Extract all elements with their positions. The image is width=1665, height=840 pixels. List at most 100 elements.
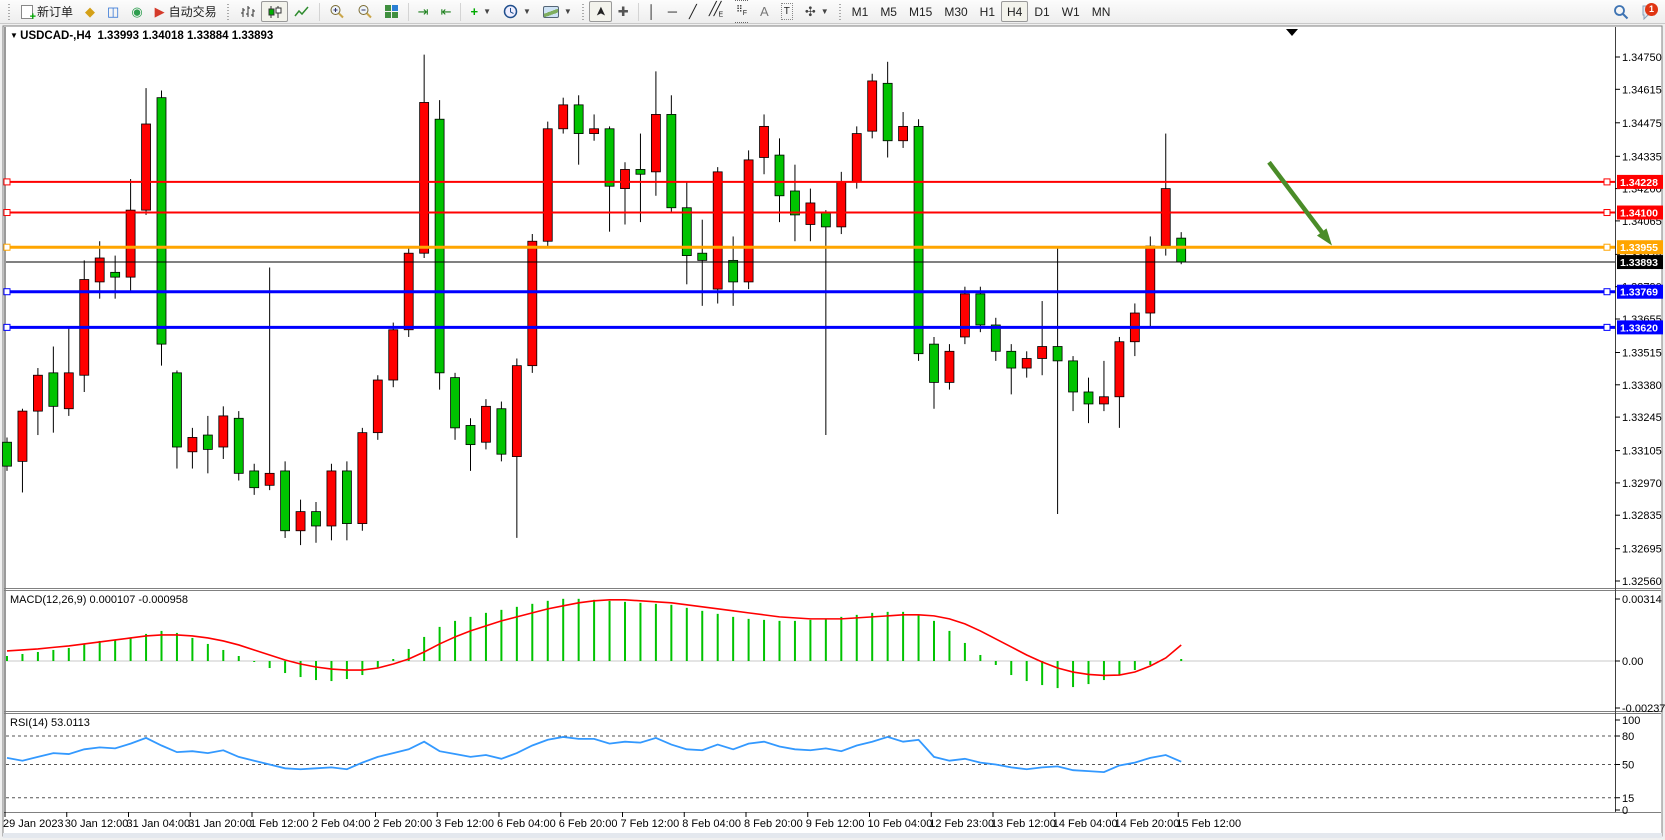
- vline-tool-button[interactable]: │: [642, 1, 662, 22]
- autotrade-icon: ▶: [154, 4, 165, 19]
- candle: [651, 114, 661, 173]
- rsi-axis-label: 0: [1622, 805, 1628, 817]
- candle: [511, 365, 522, 457]
- search-button[interactable]: [1607, 1, 1635, 22]
- candle: [33, 374, 43, 412]
- cursor-tool-button[interactable]: ➤: [588, 1, 612, 22]
- scroll-marker-icon[interactable]: [1286, 29, 1298, 36]
- chevron-down-icon: ▼: [523, 7, 531, 16]
- tf-m5-button[interactable]: M5: [880, 4, 897, 19]
- candle: [110, 271, 121, 278]
- line-anchor-handle[interactable]: [3, 243, 11, 251]
- time-axis-label: 30 Jan 12:00: [65, 818, 129, 830]
- time-axis-label: 7 Feb 12:00: [621, 818, 680, 830]
- chevron-down-icon: ▼: [563, 7, 572, 16]
- tf-mn-button[interactable]: MN: [1091, 4, 1111, 19]
- zoom-in-icon: [330, 5, 344, 19]
- fibonacci-tool-button[interactable]: ⠿F: [729, 0, 754, 23]
- macd-axis-label: -0.002376: [1622, 703, 1665, 715]
- price-level-tag: [1617, 240, 1663, 255]
- templates-button[interactable]: ▼: [537, 1, 578, 22]
- arrows-tool-button[interactable]: ✣ ▼: [799, 1, 835, 22]
- candle: [1083, 391, 1094, 405]
- template-image-icon: [542, 5, 559, 18]
- arrow-annotation-line[interactable]: [1267, 160, 1328, 239]
- time-axis-label: 15 Feb 12:00: [1176, 818, 1241, 830]
- autotrade-button[interactable]: ▶ 自动交易: [149, 1, 223, 22]
- candle: [1099, 396, 1109, 405]
- candle: [1021, 358, 1032, 369]
- tf-w1-button[interactable]: W1: [1061, 4, 1080, 19]
- line-anchor-handle[interactable]: [3, 178, 11, 186]
- bar-chart-mode-button[interactable]: [234, 1, 261, 22]
- hline-tool-button[interactable]: ─: [662, 1, 683, 22]
- candle: [620, 169, 630, 189]
- market-watch-button[interactable]: ◆: [79, 1, 101, 22]
- candle: [17, 410, 28, 462]
- text-tool-button[interactable]: A: [754, 1, 775, 22]
- periods-button[interactable]: ▼: [497, 1, 537, 22]
- candle: [790, 190, 800, 216]
- candle-chart-mode-button[interactable]: [260, 1, 288, 22]
- price-tick-label: 1.33245: [1622, 412, 1662, 424]
- new-order-button[interactable]: 新订单: [15, 1, 79, 23]
- candle: [697, 252, 708, 261]
- price-tag-label: 1.33955: [1620, 242, 1658, 254]
- toolbar-grip[interactable]: [6, 3, 13, 20]
- toolbar-grip[interactable]: [224, 3, 232, 20]
- toolbar-grip[interactable]: [579, 3, 587, 20]
- candle: [172, 372, 182, 448]
- tf-m1-button[interactable]: M1: [851, 4, 869, 19]
- candle: [496, 408, 507, 455]
- tf-h1-button[interactable]: H1: [979, 4, 996, 19]
- candle: [202, 434, 213, 450]
- line-anchor-handle[interactable]: [1603, 178, 1611, 186]
- new-order-label: 新订单: [37, 5, 74, 19]
- time-axis-label: 29 Jan 2023: [3, 818, 64, 830]
- zoom-in-button[interactable]: [323, 1, 351, 22]
- line-anchor-handle[interactable]: [1603, 243, 1611, 251]
- horizontal-line-icon: ─: [667, 4, 677, 19]
- trendline-tool-button[interactable]: ╱: [683, 1, 703, 22]
- tf-h4-button[interactable]: H4: [1001, 1, 1029, 22]
- price-tag-label: 1.33769: [1620, 287, 1658, 299]
- chart-window-frame: [2, 25, 1663, 837]
- tf-d1-button[interactable]: D1: [1034, 4, 1050, 19]
- community-chat-button[interactable]: 1: [1635, 1, 1661, 23]
- line-anchor-handle[interactable]: [1603, 209, 1611, 217]
- chart-canvas[interactable]: 1.347501.346151.344751.343351.342001.340…: [0, 24, 1665, 840]
- arrow-annotation-head[interactable]: [1316, 228, 1332, 246]
- new-chart-button[interactable]: ◫: [101, 1, 125, 22]
- line-anchor-handle[interactable]: [3, 323, 11, 331]
- tile-windows-icon: [384, 5, 399, 18]
- toolbar-grip[interactable]: [836, 3, 844, 20]
- tf-m30-button[interactable]: M30: [944, 4, 968, 19]
- price-tick-label: 1.32835: [1622, 510, 1662, 522]
- chevron-down-icon: ▼: [820, 7, 829, 16]
- time-axis-label: 14 Feb 20:00: [1115, 818, 1180, 830]
- line-chart-mode-button[interactable]: [288, 1, 316, 22]
- candle: [141, 123, 151, 211]
- time-axis-label: 2 Feb 04:00: [312, 818, 371, 830]
- text-label-tool-button[interactable]: T: [775, 1, 799, 22]
- candle: [372, 379, 383, 434]
- line-anchor-handle[interactable]: [1603, 288, 1611, 296]
- line-anchor-handle[interactable]: [3, 288, 11, 296]
- line-anchor-handle[interactable]: [1603, 323, 1611, 331]
- price-tick-label: 1.33380: [1622, 380, 1662, 392]
- price-tick-label: 1.34750: [1622, 52, 1662, 64]
- auto-scroll-button[interactable]: ⇥: [412, 1, 435, 22]
- signals-button[interactable]: ◉: [125, 1, 148, 22]
- line-anchor-handle[interactable]: [3, 209, 11, 217]
- candle: [450, 377, 460, 429]
- indicators-button[interactable]: + ▼: [464, 1, 497, 22]
- text-icon: A: [760, 4, 769, 19]
- chart-shift-button[interactable]: ⇤: [435, 1, 458, 22]
- channel-tool-button[interactable]: ╱╱E: [703, 1, 729, 22]
- tf-m15-button[interactable]: M15: [908, 4, 933, 19]
- current-price-tag: [1617, 255, 1663, 270]
- candle: [341, 470, 352, 524]
- crosshair-tool-button[interactable]: ✚: [612, 1, 635, 22]
- zoom-out-button[interactable]: [351, 1, 379, 22]
- tile-windows-button[interactable]: [379, 1, 405, 22]
